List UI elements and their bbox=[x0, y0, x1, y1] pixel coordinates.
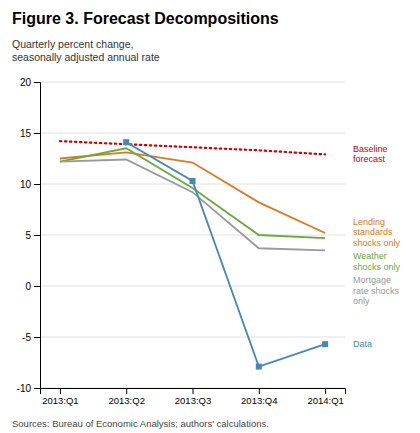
y-tick: -10 bbox=[17, 383, 40, 394]
legend-entry: Mortgagerate shocksonly bbox=[353, 275, 400, 306]
legend-entry: Lendingstandardsshocks only bbox=[353, 217, 401, 248]
series-line bbox=[126, 142, 325, 366]
x-tick-line bbox=[193, 388, 194, 394]
x-tick-line bbox=[60, 388, 61, 394]
grid-line bbox=[40, 337, 345, 338]
y-tick-line bbox=[34, 82, 40, 83]
marker bbox=[190, 178, 196, 184]
grid bbox=[40, 82, 345, 388]
y-tick: 10 bbox=[20, 179, 40, 190]
title: Figure 3. Forecast Decompositions bbox=[12, 10, 279, 27]
y-tick-line bbox=[34, 184, 40, 185]
x-tick-label: 2014:Q1 bbox=[307, 395, 343, 406]
y-tick-label: 0 bbox=[25, 281, 31, 292]
x-tick: 2014:Q1 bbox=[307, 388, 343, 406]
grid-line bbox=[40, 235, 345, 236]
marker bbox=[322, 341, 328, 347]
x-tick: 2013:Q1 bbox=[42, 388, 78, 406]
grid-line bbox=[40, 286, 345, 287]
subtitle: Quarterly percent change,seasonally adju… bbox=[12, 38, 160, 63]
y-tick-label: -10 bbox=[17, 383, 32, 394]
y-tick: 0 bbox=[25, 281, 40, 292]
x-tick: 2013:Q2 bbox=[108, 388, 144, 406]
source: Sources: Bureau of Economic Analysis; au… bbox=[12, 418, 269, 429]
x-tick-line bbox=[126, 388, 127, 394]
plot: -10-5051015202013:Q12013:Q22013:Q32013:Q… bbox=[17, 77, 401, 406]
x-axis-line bbox=[41, 389, 346, 395]
y-tick-label: -5 bbox=[22, 332, 31, 343]
x-tick-label: 2013:Q1 bbox=[42, 395, 78, 406]
marker bbox=[256, 364, 262, 370]
x-tick: 2013:Q4 bbox=[241, 388, 277, 406]
x-axis: 2013:Q1 2013:Q2 2013:Q3 2013:Q4 2014:Q1 bbox=[41, 388, 346, 406]
legend-entry: Baselineforecast bbox=[353, 144, 388, 165]
marker bbox=[123, 139, 129, 145]
y-tick: -5 bbox=[22, 332, 40, 343]
y-tick-line bbox=[34, 133, 40, 134]
y-tick-line bbox=[34, 235, 40, 236]
y-tick-label: 15 bbox=[20, 128, 32, 139]
y-tick-label: 5 bbox=[25, 230, 31, 241]
x-tick-line bbox=[259, 388, 260, 394]
y-tick-line bbox=[34, 286, 40, 287]
grid-line bbox=[40, 82, 345, 83]
legend: Baselineforecast Lendingstandardsshocks o… bbox=[353, 144, 401, 349]
x-tick-label: 2013:Q2 bbox=[108, 395, 144, 406]
y-tick-label: 10 bbox=[20, 179, 32, 190]
x-tick-line bbox=[325, 388, 326, 394]
y-tick-label: 20 bbox=[20, 77, 32, 88]
grid-line bbox=[40, 133, 345, 134]
legend-entry: Data bbox=[353, 339, 372, 349]
legend-entry: Weathershocks only bbox=[353, 251, 401, 272]
y-tick: 20 bbox=[20, 77, 40, 88]
x-tick: 2013:Q3 bbox=[175, 388, 211, 406]
series-line bbox=[60, 141, 325, 154]
chart: Figure 3. Forecast Decompositions Quarter… bbox=[0, 0, 420, 433]
y-axis: -10 -5 0 5 10 15 20 bbox=[17, 77, 41, 394]
y-tick-line bbox=[34, 337, 40, 338]
series-line bbox=[60, 160, 325, 251]
y-tick-line bbox=[34, 388, 40, 389]
y-tick: 15 bbox=[20, 128, 40, 139]
x-tick-label: 2013:Q4 bbox=[241, 395, 277, 406]
x-tick-label: 2013:Q3 bbox=[175, 395, 211, 406]
y-tick: 5 bbox=[25, 230, 40, 241]
y-axis-line bbox=[34, 83, 41, 389]
marks bbox=[60, 139, 328, 369]
